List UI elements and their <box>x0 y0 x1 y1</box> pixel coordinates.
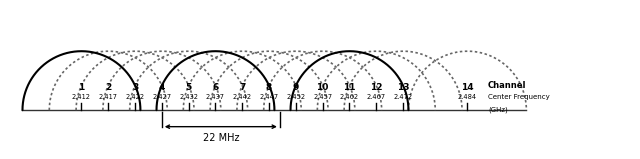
Text: 9: 9 <box>292 83 299 93</box>
Text: 2.412: 2.412 <box>72 94 91 100</box>
Text: 2.447: 2.447 <box>259 94 278 100</box>
Text: 2: 2 <box>105 83 111 93</box>
Text: 2.457: 2.457 <box>313 94 332 100</box>
Text: 5: 5 <box>186 83 192 93</box>
Text: 6: 6 <box>212 83 219 93</box>
Text: 3: 3 <box>132 83 138 93</box>
Text: 2.472: 2.472 <box>394 94 413 100</box>
Text: 7: 7 <box>239 83 246 93</box>
Text: 14: 14 <box>461 83 474 93</box>
Text: 2.442: 2.442 <box>233 94 252 100</box>
Text: (GHz): (GHz) <box>488 106 508 113</box>
Text: 2.427: 2.427 <box>152 94 172 100</box>
Text: 4: 4 <box>159 83 165 93</box>
Text: 13: 13 <box>397 83 410 93</box>
Text: 2.467: 2.467 <box>367 94 386 100</box>
Text: 11: 11 <box>343 83 356 93</box>
Text: Center Frequency: Center Frequency <box>488 94 550 100</box>
Text: 2.452: 2.452 <box>286 94 305 100</box>
Text: 22 MHz: 22 MHz <box>203 133 239 143</box>
Text: 8: 8 <box>266 83 272 93</box>
Text: 2.432: 2.432 <box>179 94 198 100</box>
Text: 2.422: 2.422 <box>125 94 145 100</box>
Text: 2.417: 2.417 <box>99 94 118 100</box>
Text: 10: 10 <box>317 83 329 93</box>
Text: Channel: Channel <box>488 81 527 90</box>
Text: 1: 1 <box>78 83 84 93</box>
Text: 2.437: 2.437 <box>206 94 225 100</box>
Text: 2.462: 2.462 <box>340 94 359 100</box>
Text: 12: 12 <box>370 83 383 93</box>
Text: 2.484: 2.484 <box>458 94 477 100</box>
